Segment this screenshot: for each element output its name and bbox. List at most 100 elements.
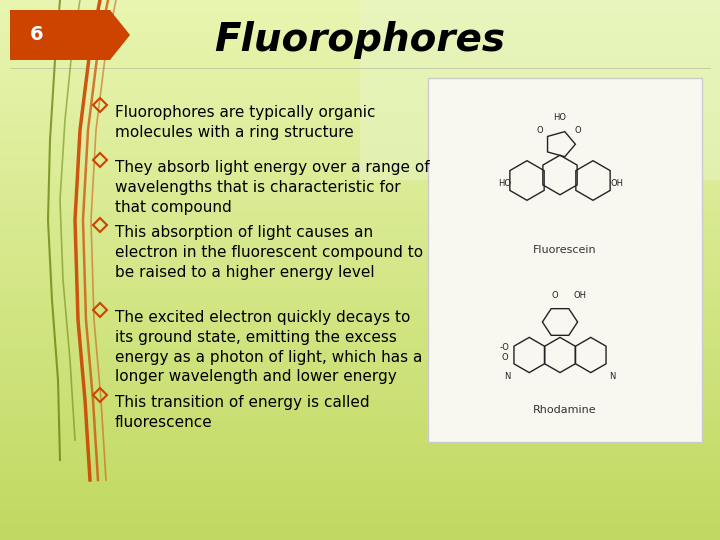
Bar bbox=[0, 367, 720, 373]
Bar bbox=[0, 81, 720, 86]
Bar bbox=[0, 130, 720, 135]
Bar bbox=[0, 308, 720, 313]
Bar bbox=[0, 329, 720, 335]
Text: HO: HO bbox=[554, 113, 567, 122]
Bar bbox=[0, 486, 720, 491]
Bar bbox=[0, 475, 720, 481]
Bar bbox=[0, 97, 720, 103]
Text: OH: OH bbox=[611, 179, 624, 188]
Bar bbox=[0, 151, 720, 157]
Polygon shape bbox=[10, 10, 130, 60]
Bar bbox=[0, 27, 720, 32]
Bar bbox=[0, 297, 720, 302]
Bar bbox=[0, 389, 720, 394]
Bar bbox=[0, 481, 720, 486]
Bar bbox=[0, 259, 720, 265]
Bar bbox=[0, 351, 720, 356]
Bar bbox=[0, 124, 720, 130]
Bar bbox=[0, 32, 720, 38]
Bar bbox=[0, 86, 720, 92]
Bar bbox=[0, 491, 720, 497]
Bar bbox=[0, 416, 720, 421]
Text: Fluorophores: Fluorophores bbox=[215, 21, 505, 59]
Bar bbox=[0, 502, 720, 508]
Bar bbox=[0, 16, 720, 22]
Bar bbox=[0, 443, 720, 448]
Bar bbox=[0, 497, 720, 502]
Bar bbox=[0, 292, 720, 297]
Text: This absorption of light causes an
electron in the fluorescent compound to
be ra: This absorption of light causes an elect… bbox=[115, 225, 423, 280]
Bar bbox=[0, 43, 720, 49]
Bar bbox=[0, 216, 720, 221]
Bar bbox=[0, 140, 720, 146]
Bar bbox=[0, 227, 720, 232]
Bar bbox=[0, 92, 720, 97]
Bar bbox=[0, 108, 720, 113]
Bar bbox=[0, 529, 720, 535]
Bar bbox=[0, 113, 720, 119]
Bar bbox=[0, 437, 720, 443]
Bar bbox=[0, 454, 720, 459]
Bar bbox=[0, 362, 720, 367]
Text: N: N bbox=[504, 372, 510, 381]
Bar bbox=[0, 205, 720, 211]
Bar bbox=[0, 221, 720, 227]
Bar bbox=[0, 508, 720, 513]
Bar bbox=[0, 378, 720, 383]
Text: O: O bbox=[552, 291, 558, 300]
Bar bbox=[0, 184, 720, 189]
Bar bbox=[0, 59, 720, 65]
Bar bbox=[0, 270, 720, 275]
Bar bbox=[0, 356, 720, 362]
Bar bbox=[0, 11, 720, 16]
Bar bbox=[0, 464, 720, 470]
Bar bbox=[0, 470, 720, 475]
Text: O: O bbox=[502, 354, 508, 362]
Bar bbox=[0, 49, 720, 54]
FancyBboxPatch shape bbox=[360, 0, 720, 180]
FancyBboxPatch shape bbox=[428, 78, 702, 442]
Bar bbox=[0, 54, 720, 59]
Text: Fluorescein: Fluorescein bbox=[534, 245, 597, 255]
Bar bbox=[0, 448, 720, 454]
Bar bbox=[0, 135, 720, 140]
Text: The excited electron quickly decays to
its ground state, emitting the excess
ene: The excited electron quickly decays to i… bbox=[115, 310, 423, 384]
Bar bbox=[0, 65, 720, 70]
Bar bbox=[0, 421, 720, 427]
Bar bbox=[0, 432, 720, 437]
Text: They absorb light energy over a range of
wavelengths that is characteristic for
: They absorb light energy over a range of… bbox=[115, 160, 430, 214]
Text: This transition of energy is called
fluorescence: This transition of energy is called fluo… bbox=[115, 395, 369, 430]
Bar bbox=[0, 248, 720, 254]
Bar bbox=[0, 157, 720, 162]
Bar bbox=[0, 324, 720, 329]
Text: Rhodamine: Rhodamine bbox=[534, 405, 597, 415]
Text: HO: HO bbox=[498, 179, 511, 188]
Bar bbox=[0, 383, 720, 389]
Bar bbox=[0, 313, 720, 319]
Bar bbox=[0, 459, 720, 464]
Bar bbox=[0, 518, 720, 524]
Bar bbox=[0, 119, 720, 124]
Bar bbox=[0, 373, 720, 378]
Bar bbox=[0, 232, 720, 238]
Bar bbox=[0, 513, 720, 518]
Bar bbox=[0, 346, 720, 351]
Text: OH: OH bbox=[573, 291, 586, 300]
Text: -O: -O bbox=[500, 342, 510, 352]
Bar bbox=[0, 275, 720, 281]
Bar bbox=[0, 405, 720, 410]
Bar bbox=[0, 281, 720, 286]
Bar bbox=[0, 254, 720, 259]
Bar bbox=[0, 0, 720, 5]
Bar bbox=[0, 103, 720, 108]
Text: O: O bbox=[537, 126, 544, 135]
Bar bbox=[0, 162, 720, 167]
Bar bbox=[0, 427, 720, 432]
Bar bbox=[0, 524, 720, 529]
Bar bbox=[0, 38, 720, 43]
Bar bbox=[0, 189, 720, 194]
Bar bbox=[0, 200, 720, 205]
Bar bbox=[0, 146, 720, 151]
Bar bbox=[0, 22, 720, 27]
Bar bbox=[0, 70, 720, 76]
